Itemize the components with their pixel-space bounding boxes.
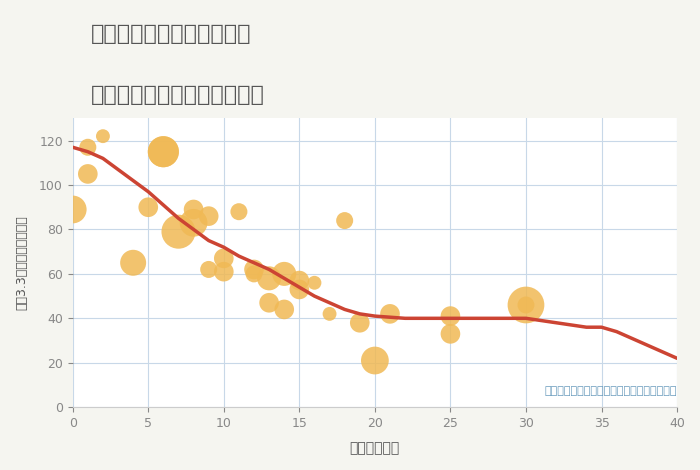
Point	[203, 266, 214, 273]
Point	[384, 310, 395, 318]
Text: 兵庫県姫路市安富町皆河の: 兵庫県姫路市安富町皆河の	[91, 24, 251, 44]
Text: 円の大きさは、取引のあった物件面積を示す: 円の大きさは、取引のあった物件面積を示す	[545, 385, 677, 396]
Point	[279, 306, 290, 313]
Point	[143, 204, 154, 211]
Point	[67, 206, 78, 213]
Point	[279, 270, 290, 278]
Point	[127, 259, 139, 266]
Point	[188, 219, 199, 227]
Point	[263, 274, 274, 282]
Point	[218, 255, 230, 262]
Point	[354, 319, 365, 327]
Point	[520, 301, 531, 309]
Point	[263, 299, 274, 306]
Point	[309, 279, 320, 287]
X-axis label: 築年数（年）: 築年数（年）	[350, 441, 400, 455]
Point	[82, 170, 93, 178]
Point	[158, 148, 169, 156]
Point	[294, 277, 305, 284]
Point	[294, 286, 305, 293]
Point	[444, 313, 456, 320]
Point	[82, 143, 93, 151]
Point	[444, 330, 456, 337]
Point	[158, 148, 169, 156]
Point	[97, 133, 108, 140]
Y-axis label: 坪（3.3㎡）単価（万円）: 坪（3.3㎡）単価（万円）	[15, 215, 28, 310]
Point	[173, 228, 184, 235]
Point	[248, 270, 260, 278]
Point	[188, 206, 199, 213]
Point	[248, 266, 260, 273]
Point	[218, 268, 230, 275]
Point	[339, 217, 350, 224]
Point	[370, 357, 381, 364]
Point	[324, 310, 335, 318]
Text: 築年数別中古マンション価格: 築年数別中古マンション価格	[91, 85, 265, 105]
Point	[520, 301, 531, 309]
Point	[233, 208, 244, 215]
Point	[203, 212, 214, 220]
